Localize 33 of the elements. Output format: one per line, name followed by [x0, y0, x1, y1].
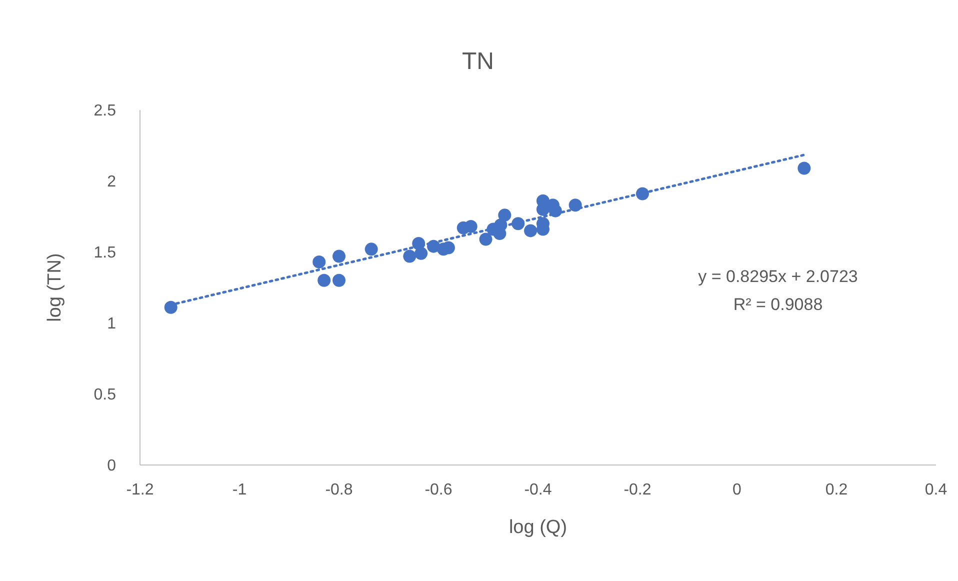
point [524, 224, 538, 238]
point [332, 274, 346, 287]
x-tick-label: 0 [732, 481, 742, 498]
point [403, 250, 416, 263]
point [312, 255, 326, 268]
x-tick-label: -1 [232, 481, 247, 498]
x-tick-label: -0.2 [624, 481, 652, 498]
x-tick-label: 0.2 [825, 481, 848, 498]
annotation: R² = 0.9088 [732, 294, 824, 316]
y-tick-label: 2.5 [94, 102, 116, 120]
x-tick-label: -1.2 [126, 481, 154, 498]
y-tick-label: 0.5 [94, 386, 116, 404]
y-axis-title: log (TN) [44, 253, 66, 322]
x-tick-label: -0.4 [524, 481, 552, 498]
y-tick-label: 1 [107, 316, 116, 333]
point [318, 274, 331, 287]
x-axis-title: log (Q) [508, 517, 568, 538]
point [164, 300, 178, 314]
chart-title: TN [461, 48, 495, 76]
point [332, 250, 346, 263]
point [798, 162, 811, 175]
x-tick-label: -0.8 [325, 481, 353, 498]
y-tick-label: 2 [107, 174, 116, 191]
x-tick-label: 0.4 [924, 481, 948, 498]
x-tick-label: -0.6 [424, 481, 452, 498]
point [479, 232, 492, 246]
point [414, 246, 428, 260]
point [464, 220, 478, 233]
y-tick-label: 0 [107, 458, 116, 475]
point [364, 242, 378, 256]
y-tick-label: 1.5 [94, 244, 116, 262]
annotation: y = 0.8295x + 2.0723 [697, 266, 859, 288]
point [498, 208, 512, 222]
